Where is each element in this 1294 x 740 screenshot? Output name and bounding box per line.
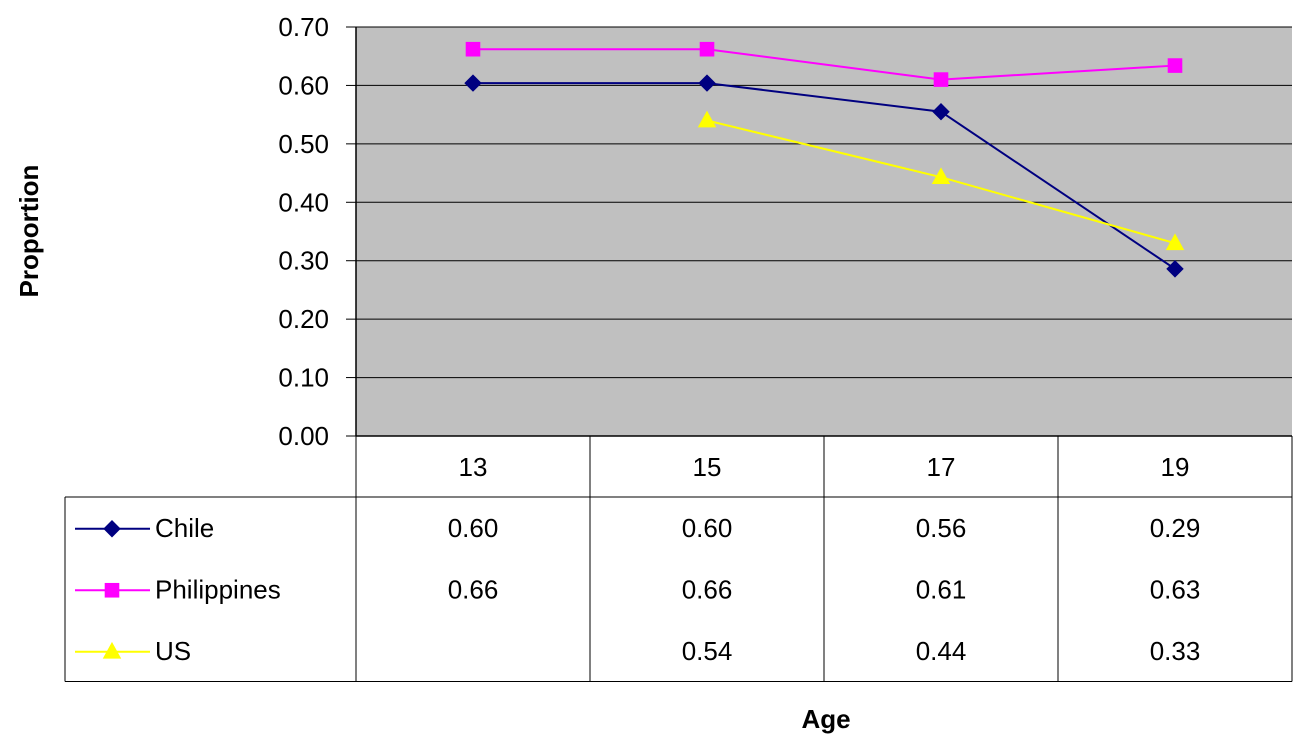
- table-value: 0.56: [916, 513, 967, 543]
- table-value: 0.54: [682, 636, 733, 666]
- x-axis-title: Age: [801, 704, 850, 734]
- y-tick-label: 0.00: [278, 421, 329, 451]
- series-line-chile: [473, 82, 1176, 270]
- tick-labels: 0.00 0.10 0.20 0.30 0.40 0.50 0.60 0.70 13 15 17 19…: [155, 12, 1200, 666]
- y-axis-title: Proportion: [14, 165, 44, 298]
- square-marker: [104, 582, 120, 598]
- table-value: 0.60: [682, 513, 733, 543]
- table-value: 0.61: [916, 574, 967, 604]
- y-tick-label: 0.60: [278, 70, 329, 100]
- triangle-marker: [697, 110, 717, 128]
- diamond-marker: [932, 103, 950, 121]
- table-value: 0.44: [916, 636, 967, 666]
- legend-series-name: Philippines: [155, 574, 281, 604]
- y-tick-label: 0.50: [278, 129, 329, 159]
- table-value: 0.63: [1150, 574, 1201, 604]
- diamond-marker: [698, 74, 716, 92]
- square-marker: [933, 72, 949, 87]
- diamond-marker: [103, 520, 121, 538]
- category-label: 15: [693, 452, 722, 482]
- legend-series-name: Chile: [155, 513, 214, 543]
- square-marker: [465, 41, 481, 57]
- category-label: 13: [459, 452, 488, 482]
- triangle-marker: [102, 641, 122, 659]
- y-tick-label: 0.10: [278, 363, 329, 393]
- diamond-marker: [464, 74, 482, 92]
- series-line-philippines: [473, 48, 1176, 81]
- y-tick-label: 0.70: [278, 12, 329, 42]
- data-table: [64, 435, 1293, 682]
- diamond-marker: [1166, 260, 1184, 278]
- square-marker: [699, 41, 715, 57]
- series-lines: [464, 41, 1185, 278]
- category-label: 17: [927, 452, 956, 482]
- table-value: 0.66: [682, 574, 733, 604]
- gridlines: [346, 26, 1292, 437]
- y-tick-label: 0.30: [278, 246, 329, 276]
- table-value: 0.29: [1150, 513, 1201, 543]
- category-label: 19: [1161, 452, 1190, 482]
- square-marker: [1167, 58, 1183, 73]
- table-value: 0.33: [1150, 636, 1201, 666]
- plot-area: [356, 27, 1292, 436]
- legend-series-name: US: [155, 636, 191, 666]
- table-value: 0.60: [448, 513, 499, 543]
- triangle-marker: [931, 167, 951, 185]
- triangle-marker: [1165, 233, 1185, 251]
- table-value: 0.66: [448, 574, 499, 604]
- y-tick-label: 0.20: [278, 304, 329, 334]
- y-tick-label: 0.40: [278, 187, 329, 217]
